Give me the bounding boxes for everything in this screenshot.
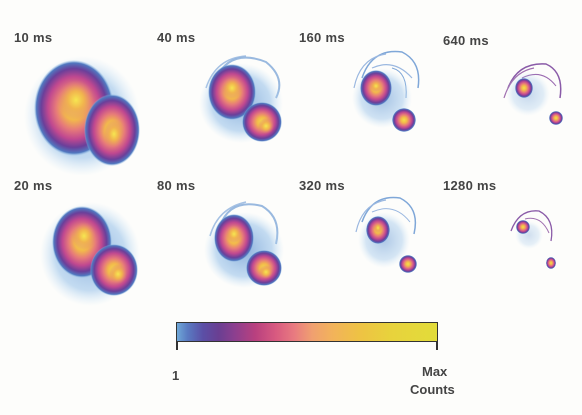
colorbar-max-label: Max [422, 364, 448, 379]
heatmap-20ms [40, 202, 140, 306]
colorbar-tick-min [176, 342, 178, 350]
heatmap-40ms [199, 55, 283, 143]
heatmap-160ms [352, 50, 420, 132]
colorbar-max-label-unit: Counts [410, 382, 455, 397]
heatmap-1280ms [510, 210, 556, 269]
panel-time-label-640ms: 640 ms [443, 33, 489, 48]
panel-time-label-40ms: 40 ms [157, 30, 196, 45]
panel-time-label-1280ms: 1280 ms [443, 178, 497, 193]
panel-time-label-160ms: 160 ms [299, 30, 345, 45]
panel-time-label-320ms: 320 ms [299, 178, 345, 193]
colorbar-min-label: 1 [172, 368, 180, 383]
panel-time-label-20ms: 20 ms [14, 178, 53, 193]
panel-time-label-10ms: 10 ms [14, 30, 53, 45]
colorbar-tick-max [436, 342, 438, 350]
heatmap-80ms [204, 201, 284, 288]
heatmap-640ms [503, 63, 563, 125]
panel-time-label-80ms: 80 ms [157, 178, 196, 193]
heatmap-320ms [355, 196, 417, 273]
heatmap-10ms [24, 56, 140, 175]
colorbar [176, 322, 438, 342]
